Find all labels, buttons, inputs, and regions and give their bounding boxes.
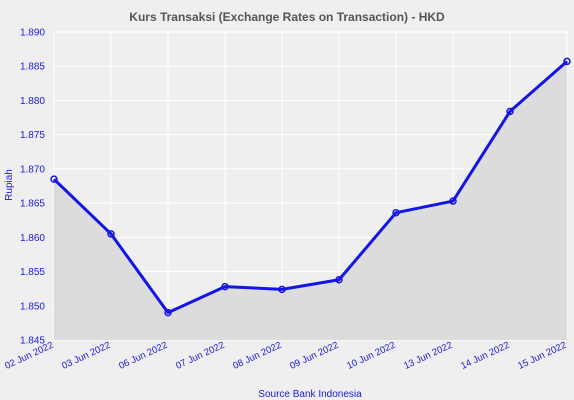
y-tick-label: 1.885 — [20, 62, 45, 73]
x-tick-label: 15 Jun 2022 — [516, 340, 568, 372]
x-tick-label: 06 Jun 2022 — [117, 340, 169, 372]
y-tick-label: 1.855 — [20, 267, 45, 278]
x-tick-label: 08 Jun 2022 — [231, 340, 283, 372]
x-tick-label: 03 Jun 2022 — [60, 340, 112, 372]
series-line — [52, 60, 568, 315]
y-tick-label: 1.875 — [20, 130, 45, 141]
area-fill — [54, 61, 567, 340]
x-tick-label: 14 Jun 2022 — [459, 340, 511, 372]
y-axis-label: Rupiah — [4, 169, 15, 201]
x-tick-label: 09 Jun 2022 — [288, 340, 340, 372]
y-tick-label: 1.880 — [20, 96, 45, 107]
x-axis-ticks: 02 Jun 2022 03 Jun 2022 06 Jun 2022 07 Jun … — [3, 340, 568, 372]
data-point — [107, 230, 115, 238]
data-point — [335, 276, 343, 284]
data-point — [563, 57, 571, 66]
y-tick-label: 1.870 — [20, 164, 45, 175]
y-tick-label: 1.850 — [20, 301, 45, 312]
y-tick-label: 1.890 — [20, 28, 45, 39]
y-tick-label: 1.865 — [20, 199, 45, 210]
x-tick-label: 07 Jun 2022 — [174, 340, 226, 372]
y-axis-ticks: 1.845 1.850 1.855 1.860 1.865 1.870 1.875 1.880… — [20, 28, 45, 347]
y-tick-label: 1.860 — [20, 233, 45, 244]
chart-title: Kurs Transaksi (Exchange Rates on Transa… — [129, 10, 445, 24]
area-layer — [52, 60, 568, 340]
x-tick-label: 10 Jun 2022 — [345, 340, 397, 372]
x-axis-label: Source Bank Indonesia — [258, 389, 362, 400]
data-point — [278, 285, 286, 294]
data-point — [506, 107, 514, 116]
data-point — [50, 175, 58, 183]
y-tick-label: 1.845 — [20, 336, 45, 347]
data-point — [164, 308, 172, 317]
data-points — [50, 57, 571, 317]
x-tick-label: 13 Jun 2022 — [402, 340, 454, 372]
data-point — [221, 282, 229, 291]
data-point — [392, 208, 400, 217]
data-point — [449, 197, 457, 205]
